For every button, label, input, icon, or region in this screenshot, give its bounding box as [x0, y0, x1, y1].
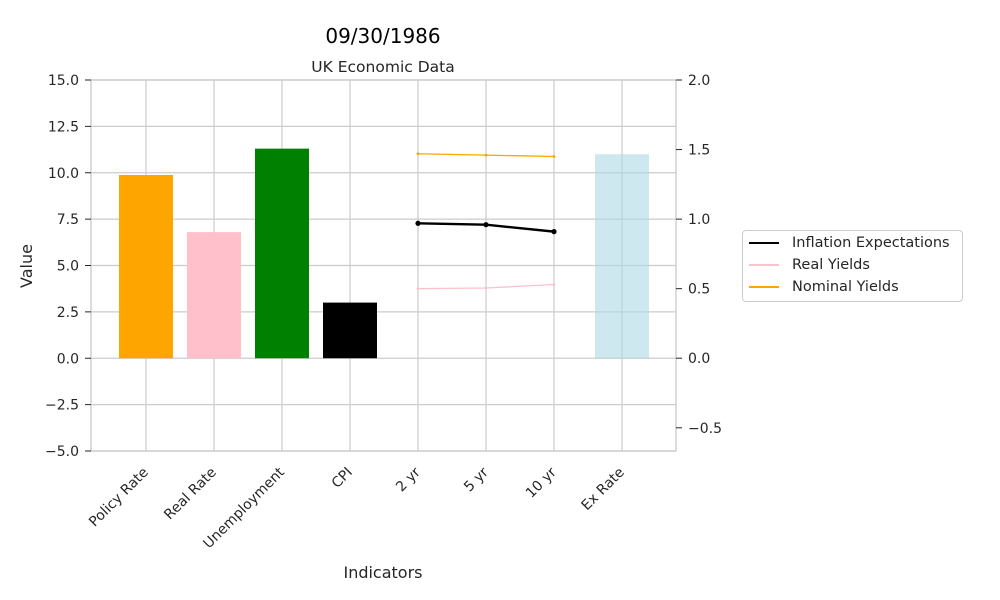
y2-tick-label: 1.5 [688, 143, 710, 159]
legend-item-real-yields: Real Yields [749, 255, 870, 275]
series-point [552, 283, 556, 286]
y-tick-label: 5.0 [57, 259, 79, 275]
y2-tick-label: 1.0 [688, 212, 710, 228]
line-series [415, 152, 557, 291]
x-tick-label: 5 yr [461, 464, 492, 495]
x-tick-label: CPI [329, 465, 356, 492]
bar-real-rate [187, 232, 241, 359]
legend-item-nominal-yields: Nominal Yields [749, 277, 899, 297]
y-tick-label: −5.0 [45, 444, 79, 460]
x-tick-label: Ex Rate [579, 465, 628, 514]
bar-cpi [323, 302, 377, 359]
legend-item-inflation-expectations: Inflation Expectations [749, 233, 950, 253]
series-point [416, 287, 420, 291]
bar-unemployment [255, 148, 309, 359]
y-tick-label: −2.5 [45, 398, 79, 414]
series-point [552, 155, 556, 158]
series-point [416, 152, 420, 156]
y2-tick-label: 0.0 [688, 351, 710, 367]
y-tick-label: 0.0 [57, 351, 79, 367]
y-axis-label: Value [17, 244, 36, 288]
chart-title: 09/30/1986 [325, 24, 440, 48]
series-point [483, 222, 489, 228]
grid [91, 79, 676, 452]
bar-ex-rate [595, 154, 649, 359]
series-point [484, 286, 488, 290]
legend-label: Nominal Yields [792, 279, 899, 295]
x-tick-label: 2 yr [393, 464, 424, 495]
series-point [415, 220, 421, 226]
bar-policy-rate [119, 174, 173, 359]
legend-swatch [749, 286, 779, 288]
y2-tick-label: −0.5 [688, 421, 722, 437]
bars [119, 148, 649, 359]
legend-swatch [749, 242, 779, 244]
y-tick-label: 2.5 [57, 305, 79, 321]
y2-tick-label: 2.0 [688, 73, 710, 89]
x-tick-label: 10 yr [523, 464, 560, 501]
legend-label: Inflation Expectations [792, 235, 950, 251]
x-tick-label: Policy Rate [86, 465, 152, 531]
chart-subtitle: UK Economic Data [311, 58, 454, 76]
legend-label: Real Yields [792, 257, 870, 273]
series-point [484, 153, 488, 157]
y-tick-label: 10.0 [48, 166, 79, 182]
x-axis-label: Indicators [343, 563, 422, 582]
y-tick-label: 12.5 [48, 119, 79, 135]
y2-tick-label: 0.5 [688, 282, 710, 298]
series-point [551, 229, 557, 235]
y-tick-label: 15.0 [48, 73, 79, 89]
legend-swatch [749, 264, 779, 266]
x-tick-label: Real Rate [161, 465, 220, 524]
legend: Inflation Expectations Real Yields Nomin… [742, 230, 963, 302]
y-tick-label: 7.5 [57, 212, 79, 228]
